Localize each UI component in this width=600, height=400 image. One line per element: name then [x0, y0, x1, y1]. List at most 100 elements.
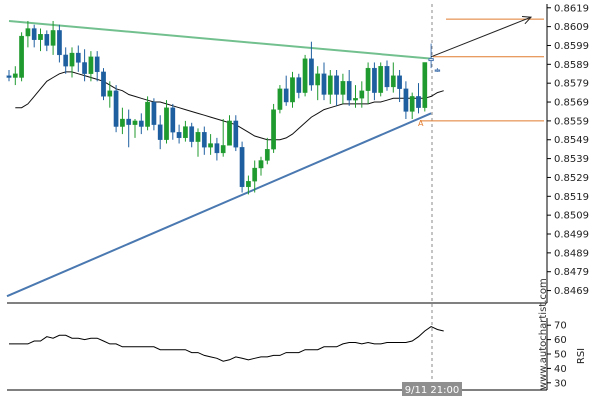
candle-body [6, 75, 12, 78]
candle-body [422, 62, 428, 108]
candle-body [365, 67, 371, 91]
horizontal-levels [420, 18, 544, 122]
candle-body [183, 126, 188, 139]
date-label: 9/11 21:00 [405, 385, 459, 396]
rsi-axis-label: RSI [576, 348, 587, 364]
price-tick-label: 0.8589 [554, 60, 589, 71]
price-tick-label: 0.8569 [554, 98, 589, 109]
candle-body [220, 145, 226, 154]
candle-body [157, 124, 163, 140]
candle-body [353, 98, 358, 101]
date-badge: 9/11 21:00 [402, 382, 462, 396]
candle-body [290, 77, 295, 103]
candle-body [113, 90, 119, 127]
price-tick-label: 0.8479 [554, 267, 589, 278]
projection-arrow [430, 16, 533, 58]
candle-body [227, 120, 232, 146]
candle-body [403, 88, 409, 112]
candle-body [428, 58, 434, 62]
rsi-polyline [9, 326, 444, 362]
candle-body [327, 75, 333, 95]
candle-body [88, 56, 94, 74]
candle-body [271, 109, 276, 150]
candle-body [75, 52, 81, 63]
rsi-tick-label: 70 [554, 321, 567, 332]
candle-body [315, 73, 321, 86]
point-label-a: A [418, 119, 424, 128]
resistance-trendline [8, 19, 432, 60]
candle-body [277, 88, 283, 110]
candle-body [258, 160, 264, 169]
rsi-pane: 70 60 50 40 30 RSI [7, 318, 587, 391]
candle-body [416, 96, 421, 108]
candle-body [120, 118, 125, 127]
candle-body [334, 75, 339, 95]
price-tick-label: 0.8509 [554, 211, 589, 222]
candle-body [145, 101, 150, 127]
candle-body [239, 147, 245, 188]
candle-body [372, 67, 377, 93]
rsi-tick-label: 60 [554, 335, 567, 346]
trendlines [6, 19, 432, 298]
candle-body [164, 107, 169, 140]
price-tick-label: 0.8469 [554, 286, 589, 297]
candle-body [214, 143, 220, 154]
rsi-line [9, 326, 444, 362]
candle-body [378, 66, 384, 93]
candle-body [246, 181, 251, 188]
candle-body [201, 132, 207, 148]
candle-body [82, 62, 87, 74]
projection-line [430, 16, 532, 58]
rsi-tick-label: 40 [554, 364, 567, 375]
candle-body [233, 120, 239, 148]
candle-body [195, 132, 201, 142]
candle-body [12, 73, 18, 78]
price-pane: 0.8619 0.8609 0.8599 0.8589 0.8579 0.8569 0.85… [6, 3, 589, 392]
candle-body [384, 66, 390, 88]
candle-body [57, 30, 62, 56]
candle-body [25, 28, 31, 37]
candle-body [31, 28, 37, 40]
rsi-axis-ticks: 70 60 50 40 30 [547, 321, 567, 389]
candle-body [252, 167, 258, 182]
candle-body [107, 90, 113, 97]
candle-body [101, 71, 106, 97]
candle-body [346, 81, 352, 101]
price-tick-label: 0.8529 [554, 173, 589, 184]
price-tick-label: 0.8519 [554, 192, 589, 203]
candle-body [390, 75, 396, 88]
candle-body [126, 118, 132, 125]
date-badge-bg [402, 382, 462, 396]
candle-body [283, 88, 289, 103]
watermark: www.autochartist.com [538, 278, 549, 390]
candle-body [321, 73, 327, 95]
rsi-tick-label: 30 [554, 378, 567, 389]
candlesticks [6, 20, 441, 195]
candle-body [434, 69, 441, 72]
price-tick-label: 0.8609 [554, 22, 589, 33]
candle-body [397, 75, 402, 89]
price-tick-label: 0.8539 [554, 154, 589, 165]
candle-body [296, 77, 302, 93]
candle-body [264, 149, 270, 161]
price-tick-label: 0.8499 [554, 230, 589, 241]
candle-body [170, 107, 176, 133]
candle-body [138, 120, 144, 127]
candle-body [409, 96, 415, 112]
price-axis-ticks: 0.8619 0.8609 0.8599 0.8589 0.8579 0.8569 0.85… [547, 3, 589, 297]
price-tick-label: 0.8549 [554, 135, 589, 146]
projection-arrowhead [521, 16, 533, 25]
candle-body [94, 56, 100, 73]
price-tick-label: 0.8619 [554, 3, 589, 14]
candle-body [44, 34, 50, 46]
price-tick-label: 0.8559 [554, 116, 589, 127]
candle-body [359, 90, 365, 99]
candle-body [189, 126, 195, 142]
candle-body [132, 120, 138, 125]
candle-body [208, 143, 213, 148]
candle-body [38, 34, 43, 40]
rsi-tick-label: 50 [554, 350, 567, 361]
candle-body [309, 58, 314, 86]
candle-body [63, 54, 69, 67]
